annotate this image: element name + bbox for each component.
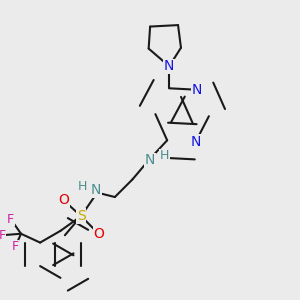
Text: O: O bbox=[93, 227, 104, 241]
Text: N: N bbox=[145, 153, 155, 167]
Text: N: N bbox=[190, 135, 201, 149]
Text: S: S bbox=[77, 209, 85, 223]
Text: N: N bbox=[164, 59, 174, 73]
Text: H: H bbox=[160, 149, 170, 162]
Text: F: F bbox=[7, 213, 14, 226]
Text: F: F bbox=[0, 229, 5, 242]
Text: O: O bbox=[58, 193, 69, 207]
Text: H: H bbox=[78, 180, 87, 193]
Text: N: N bbox=[192, 83, 202, 97]
Text: N: N bbox=[91, 183, 101, 197]
Text: F: F bbox=[12, 241, 19, 254]
